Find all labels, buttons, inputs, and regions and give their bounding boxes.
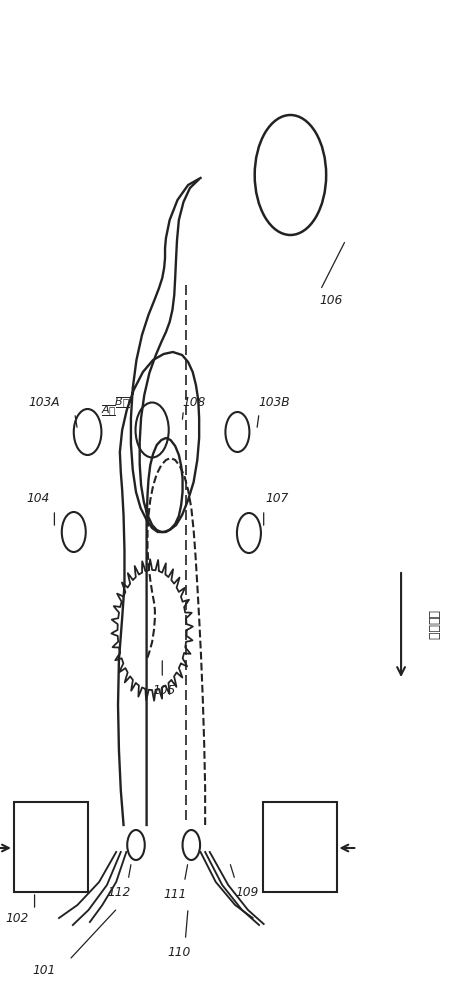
Text: 面: 面 xyxy=(122,397,129,407)
Bar xyxy=(263,802,337,892)
Text: 101: 101 xyxy=(32,964,55,976)
Text: 108: 108 xyxy=(182,395,205,408)
Text: 打印方向: 打印方向 xyxy=(427,610,440,640)
Text: 111: 111 xyxy=(164,888,187,902)
Text: B: B xyxy=(115,397,123,407)
Text: 103B: 103B xyxy=(259,395,290,408)
Text: 109: 109 xyxy=(235,886,258,898)
Text: 104: 104 xyxy=(26,491,49,504)
Text: A: A xyxy=(101,405,109,415)
Text: 面: 面 xyxy=(108,405,115,415)
Text: 102: 102 xyxy=(6,912,29,924)
Text: 107: 107 xyxy=(266,491,289,504)
Text: 112: 112 xyxy=(107,886,130,898)
Text: 103A: 103A xyxy=(28,395,59,408)
Text: 110: 110 xyxy=(167,946,190,958)
Text: 106: 106 xyxy=(319,294,343,306)
Text: 105: 105 xyxy=(152,684,175,696)
Bar xyxy=(14,802,88,892)
